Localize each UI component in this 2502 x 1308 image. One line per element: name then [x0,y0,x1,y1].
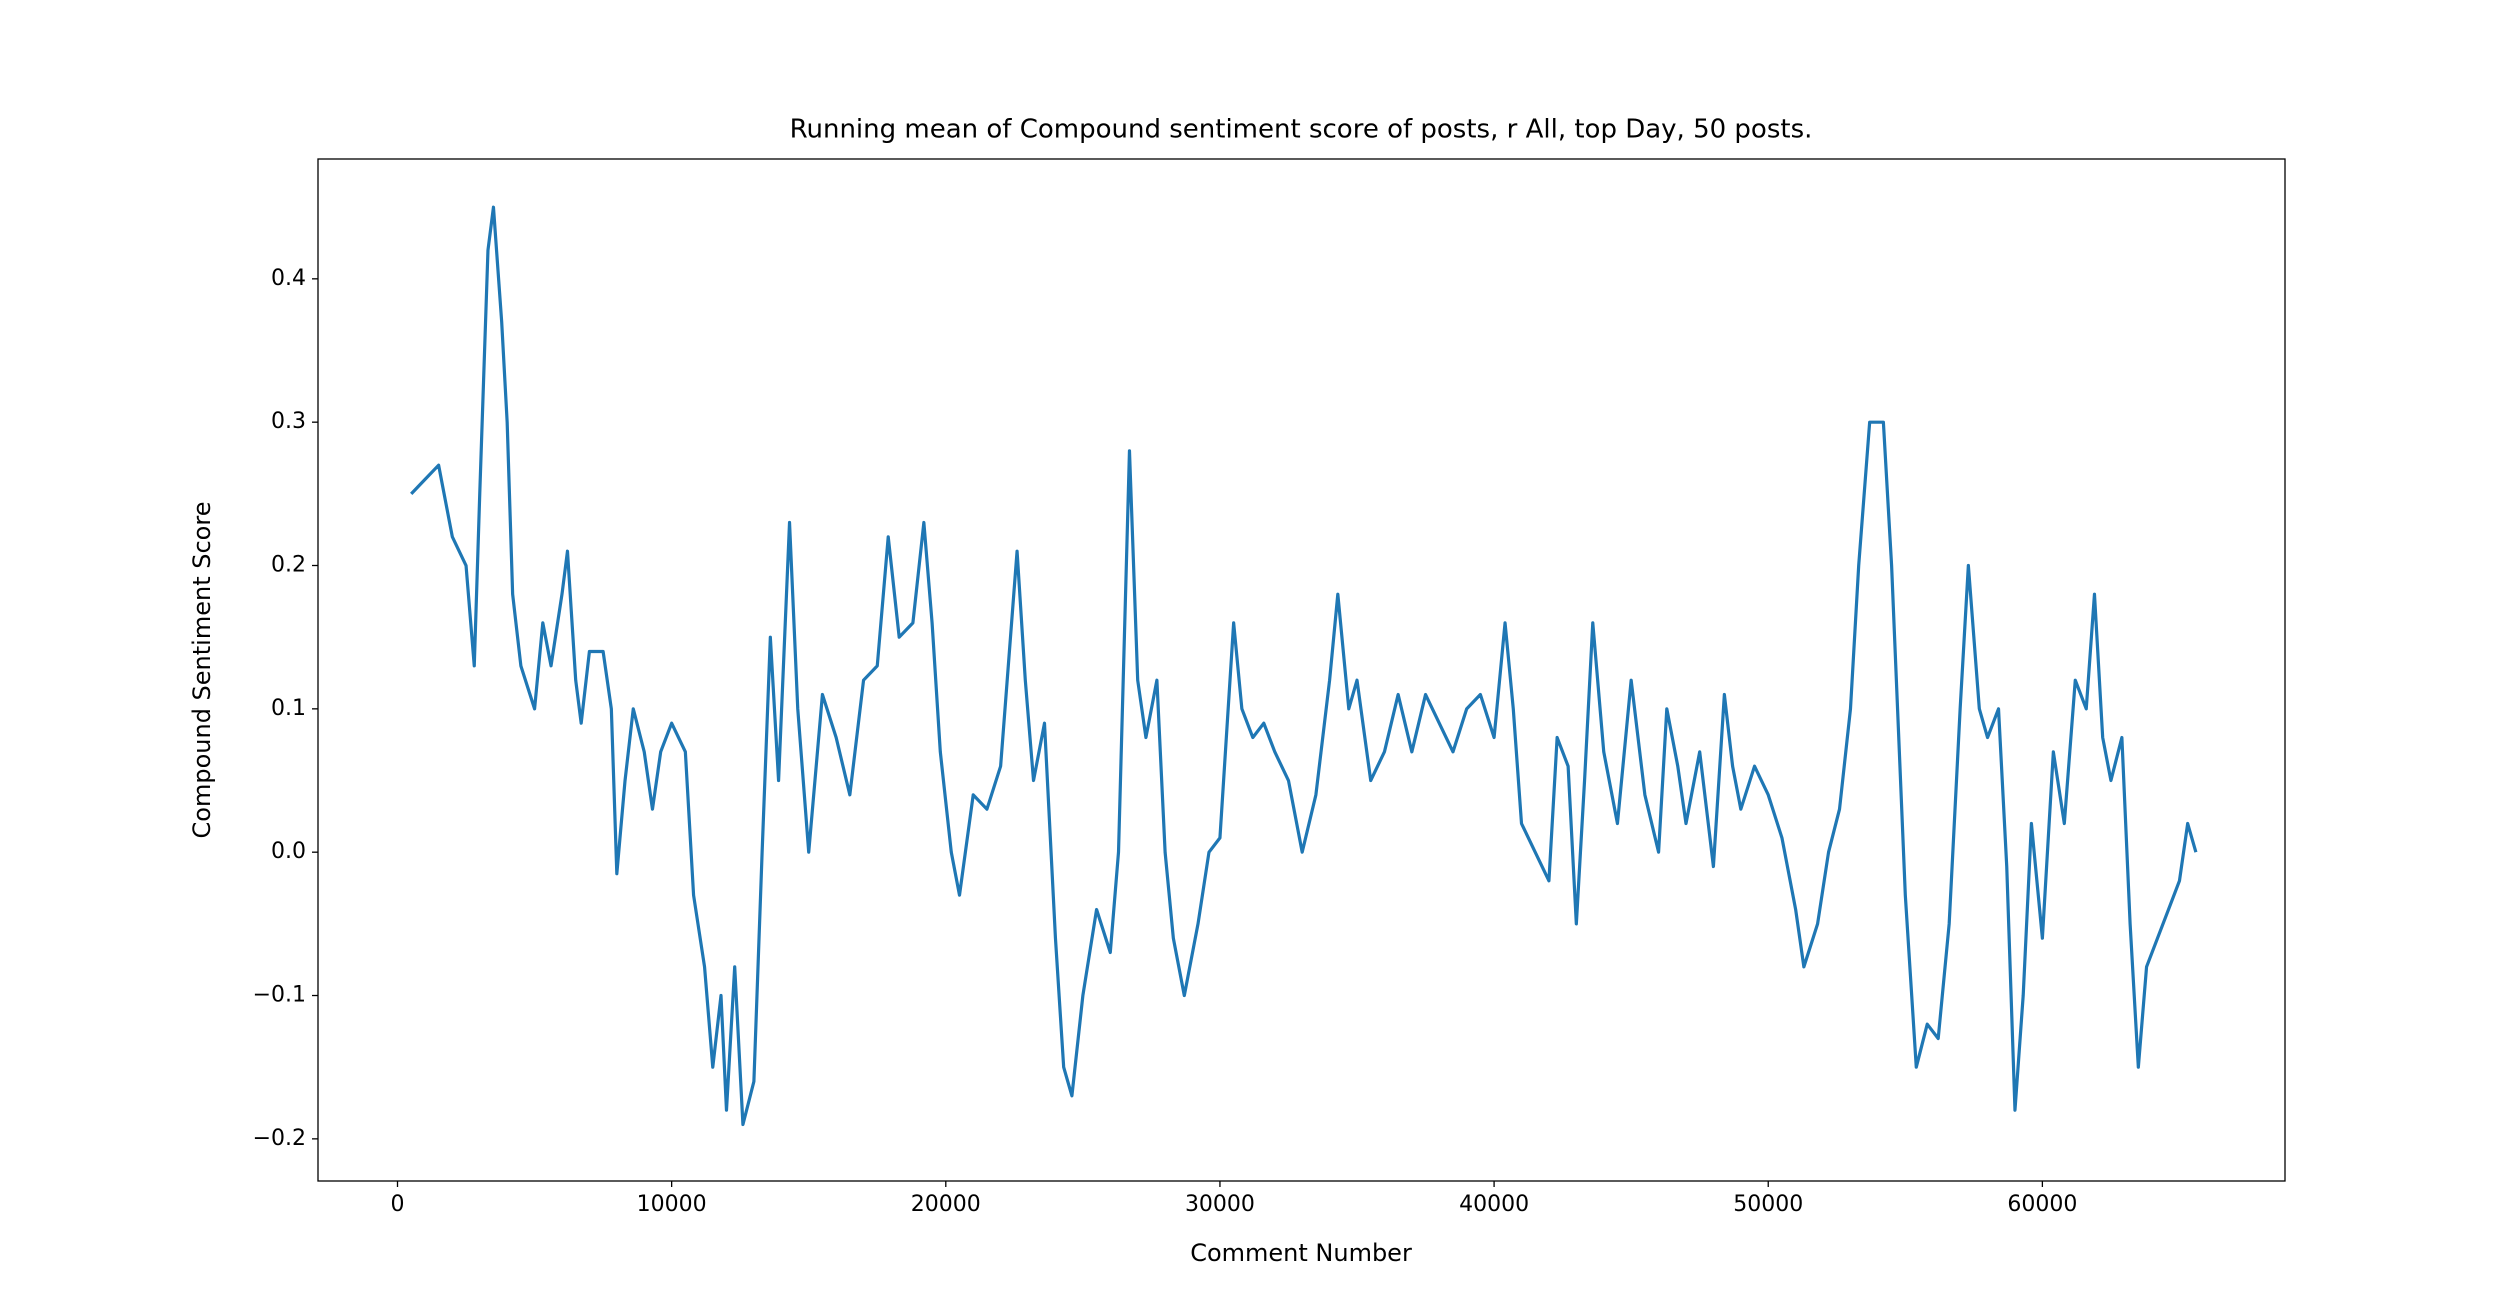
x-tick-label: 40000 [1459,1192,1529,1217]
y-tick-label: 0.2 [271,553,306,578]
x-tick-label: 0 [391,1192,405,1217]
y-tick-label: 0.0 [271,839,306,864]
y-axis-label: Compound Sentiment Score [188,502,216,839]
plot-frame [317,158,2286,1182]
x-tick-label: 30000 [1185,1192,1255,1217]
x-tick-label: 50000 [1733,1192,1803,1217]
x-tick-label: 20000 [911,1192,981,1217]
x-axis-label: Comment Number [1190,1239,1412,1267]
y-tick-label: −0.2 [253,1126,306,1151]
y-tick-label: 0.3 [271,409,306,434]
y-tick-label: −0.1 [253,983,306,1008]
y-tick-label: 0.4 [271,266,306,291]
data-line [410,205,2198,1127]
x-tick-label: 10000 [637,1192,707,1217]
chart-title: Running mean of Compound sentiment score… [790,115,1813,145]
y-tick-label: 0.1 [271,696,306,721]
x-tick-label: 60000 [2007,1192,2077,1217]
